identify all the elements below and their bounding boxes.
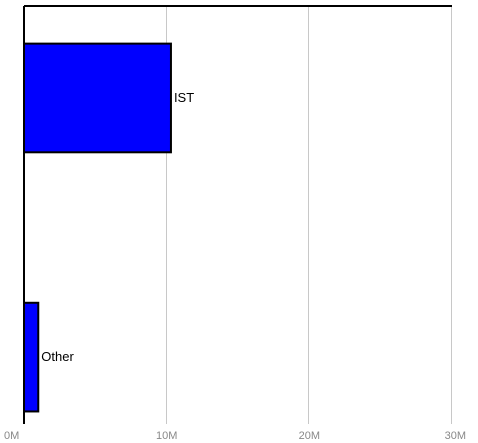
bar-label-ist: IST [174, 90, 194, 105]
x-tick-label: 10M [156, 430, 177, 442]
grid-lines [166, 6, 452, 424]
x-tick-labels: 0M 10M 20M 30M [4, 430, 466, 442]
bars: IST Other [23, 42, 194, 413]
bar-other [23, 301, 40, 413]
x-tick-label: 20M [299, 430, 320, 442]
x-tick-label: 30M [445, 430, 466, 442]
bar-label-other: Other [41, 349, 74, 364]
x-tick-label: 0M [4, 430, 19, 442]
bar-ist [23, 42, 172, 154]
